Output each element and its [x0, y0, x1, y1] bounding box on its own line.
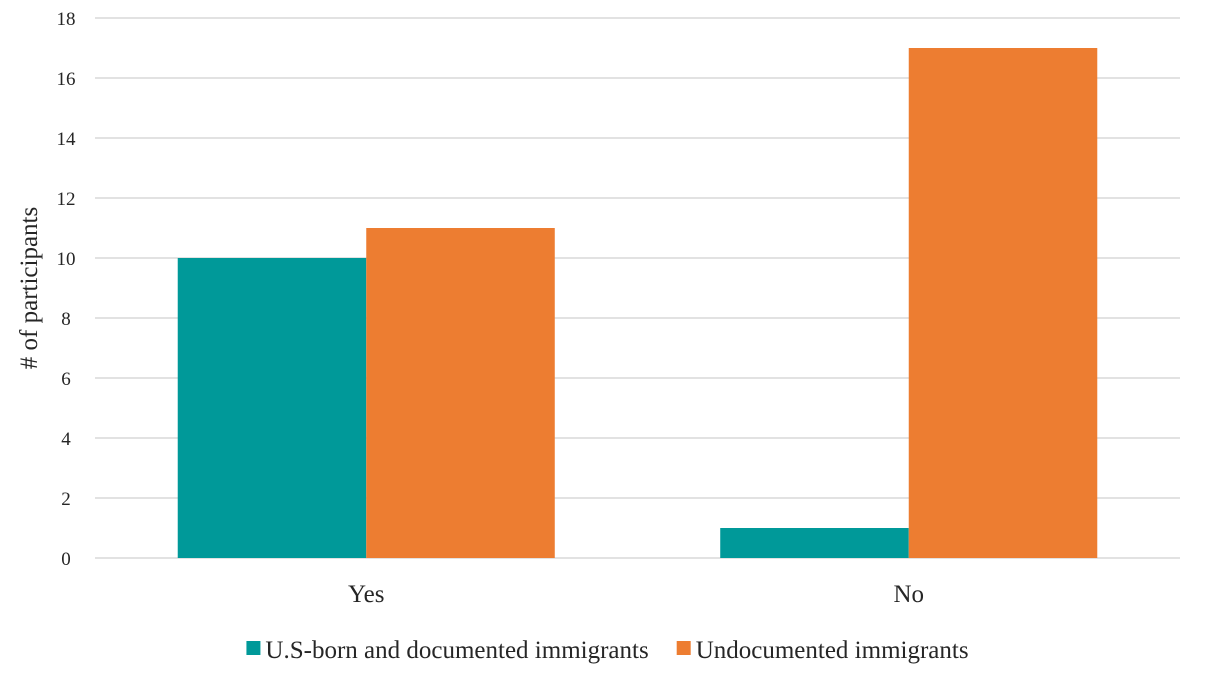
legend: U.S-born and documented immigrants Undocu… [246, 637, 969, 664]
y-tick-label: 8 [61, 309, 71, 330]
legend-swatch [676, 641, 691, 655]
y-tick-label: 16 [57, 69, 76, 90]
y-tick-label: 0 [61, 549, 71, 570]
bars [177, 48, 1098, 558]
y-tick-label: 6 [61, 369, 71, 390]
y-tick-label: 10 [57, 249, 76, 270]
x-category-label: No [893, 581, 924, 608]
y-axis-ticks: 0 2 4 6 8 10 12 14 16 18 [57, 9, 77, 570]
y-tick-label: 18 [57, 9, 76, 30]
legend-label: U.S-born and documented immigrants [265, 637, 648, 664]
legend-swatch [246, 641, 261, 655]
bar-no-series-2 [908, 48, 1098, 558]
bar-yes-series-2 [366, 228, 555, 558]
x-axis-categories: Yes No [348, 581, 924, 608]
y-axis-title: # of participants [16, 207, 43, 369]
y-tick-label: 4 [61, 429, 71, 450]
y-tick-label: 2 [61, 489, 71, 510]
bar-no-series-1 [720, 528, 909, 558]
x-category-label: Yes [348, 581, 384, 608]
y-tick-label: 12 [57, 189, 76, 210]
legend-label: Undocumented immigrants [696, 637, 969, 664]
y-tick-label: 14 [57, 129, 77, 150]
bar-yes-series-1 [177, 258, 367, 558]
